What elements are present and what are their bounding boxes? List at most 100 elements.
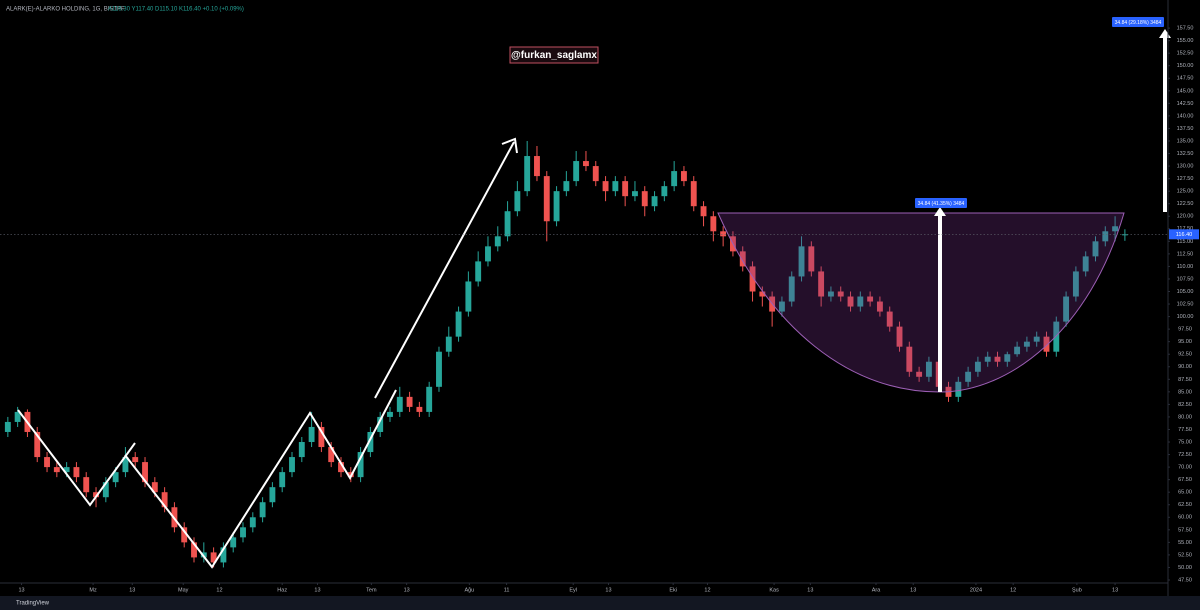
candle-body	[210, 552, 217, 563]
y-tick-label: 75.00	[1178, 439, 1192, 445]
candle-body	[965, 371, 972, 382]
candle-body	[867, 296, 874, 302]
candle-body	[1102, 231, 1109, 242]
candle-body	[994, 356, 1001, 362]
candle-body	[318, 426, 325, 448]
candle-body	[514, 191, 521, 212]
x-tick-label: 13	[910, 587, 916, 593]
y-tick-label: 95.00	[1178, 339, 1192, 345]
candle-body	[328, 447, 335, 463]
candle-body	[925, 361, 932, 377]
zigzag	[124, 389, 397, 569]
y-tick-label: 142.50	[1177, 101, 1194, 107]
candle-body	[426, 386, 433, 412]
x-tick-label: 13	[1112, 587, 1118, 593]
candle-body	[612, 181, 619, 192]
candle-body	[44, 457, 50, 468]
candle-body	[102, 482, 109, 498]
y-tick-label: 110.00	[1177, 264, 1193, 270]
candle-body	[53, 467, 60, 473]
y-tick-label: 50.00	[1178, 565, 1192, 571]
y-tick-label: 157.50	[1177, 26, 1194, 32]
y-tick-label: 145.00	[1177, 88, 1194, 94]
x-tick-label: Tem	[366, 587, 377, 593]
y-tick-label: 135.00	[1177, 138, 1194, 144]
candle-body	[161, 492, 168, 508]
candle-body	[681, 171, 687, 182]
footer-logo: TradingView	[16, 601, 50, 607]
candle-body	[778, 301, 785, 312]
y-tick-label: 67.50	[1178, 477, 1192, 483]
candle-body	[857, 296, 864, 307]
candle-body	[142, 462, 148, 483]
y-tick-label: 80.00	[1178, 414, 1192, 420]
candle-body	[808, 246, 815, 272]
candle-body	[4, 421, 11, 432]
candle-body	[984, 356, 991, 362]
y-tick-label: 62.50	[1178, 502, 1192, 508]
y-tick-label: 115.00	[1177, 239, 1193, 245]
candle-body	[661, 186, 668, 197]
y-tick-label: 90.00	[1178, 364, 1192, 370]
candle-body	[357, 452, 364, 478]
y-tick-label: 147.50	[1177, 76, 1194, 82]
arrow-head	[501, 137, 518, 154]
x-tick-label: 12	[704, 587, 710, 593]
y-tick-label: 107.50	[1177, 276, 1194, 282]
candle-body	[641, 191, 648, 207]
candle-body	[876, 301, 883, 312]
trend-arrow	[374, 141, 515, 399]
candle-body	[749, 266, 756, 292]
candle-body	[230, 537, 237, 548]
candle-body	[132, 457, 139, 463]
candle-body	[83, 477, 90, 493]
x-tick-label: 2024	[970, 587, 982, 593]
candle-body	[1121, 234, 1128, 236]
last-price-label: 116.40	[1176, 232, 1192, 238]
candle-body	[700, 206, 707, 217]
candle-body	[1063, 296, 1070, 322]
arrow-head	[934, 207, 946, 216]
y-tick-label: 150.00	[1177, 63, 1194, 69]
y-tick-label: 57.50	[1178, 527, 1192, 533]
x-tick-label: Mz	[89, 587, 97, 593]
y-tick-label: 137.50	[1177, 126, 1194, 132]
y-tick-label: 125.00	[1177, 189, 1194, 195]
x-tick-label: 13	[129, 587, 135, 593]
y-tick-label: 117.50	[1177, 226, 1193, 232]
candle-body	[494, 236, 501, 247]
x-tick-label: 13	[807, 587, 813, 593]
y-tick-label: 92.50	[1178, 352, 1192, 358]
candle-body	[377, 416, 384, 432]
candle-body	[504, 211, 511, 237]
x-tick-label: Şub	[1072, 587, 1082, 593]
x-tick-label: Ağu	[464, 587, 474, 593]
y-tick-label: 127.50	[1177, 176, 1194, 182]
candle-body	[1072, 271, 1079, 297]
candle-body	[906, 346, 913, 372]
y-tick-label: 85.00	[1178, 389, 1192, 395]
x-tick-label: 13	[404, 587, 410, 593]
candle-body	[1033, 336, 1040, 342]
x-tick-label: 13	[605, 587, 611, 593]
y-tick-label: 60.00	[1178, 515, 1192, 521]
candle-body	[269, 487, 276, 503]
x-tick-label: Haz	[277, 587, 287, 593]
y-tick-label: 70.00	[1178, 465, 1192, 471]
candle-body	[387, 411, 393, 417]
x-tick-label: Eyl	[569, 587, 577, 593]
x-tick-label: 12	[216, 587, 222, 593]
candle-body	[455, 311, 462, 337]
candle-body	[622, 181, 629, 197]
candle-body	[191, 542, 197, 558]
ticker: ALARK(E)-ALARKO HOLDING, 1G, BISTPF	[6, 7, 125, 13]
y-tick-label: 122.50	[1177, 201, 1194, 207]
candle-body	[14, 411, 21, 422]
candle-body	[788, 276, 795, 302]
y-tick-label: 152.50	[1177, 51, 1194, 57]
zigzag	[17, 409, 136, 507]
candle-body	[1082, 256, 1089, 272]
candle-body	[720, 231, 727, 237]
candle-body	[122, 457, 129, 473]
